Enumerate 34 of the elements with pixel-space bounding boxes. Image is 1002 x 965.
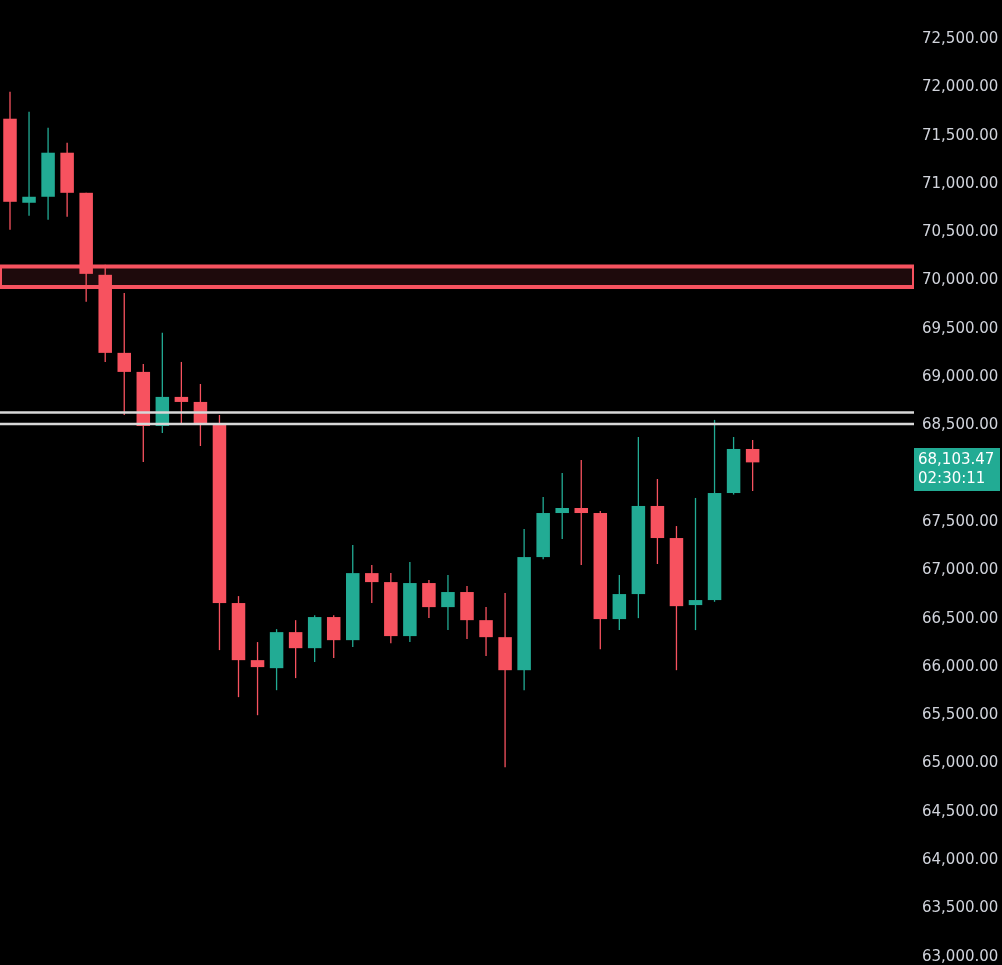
y-tick-label: 69,500.00 xyxy=(922,318,999,337)
y-tick-label: 67,000.00 xyxy=(922,560,999,579)
y-tick-label: 72,500.00 xyxy=(922,29,999,47)
y-tick-label: 68,500.00 xyxy=(922,415,999,434)
y-tick-label: 66,500.00 xyxy=(922,608,999,627)
candlestick xyxy=(326,614,341,659)
candlestick xyxy=(745,439,760,492)
y-tick-label: 64,000.00 xyxy=(922,850,999,869)
y-tick-label: 64,500.00 xyxy=(922,801,999,820)
y-tick-label: 66,000.00 xyxy=(922,656,999,675)
y-tick-label: 72,000.00 xyxy=(922,77,999,96)
candlestick xyxy=(250,641,265,716)
y-tick-label: 67,500.00 xyxy=(922,511,999,530)
candlestick xyxy=(174,361,189,426)
candlestick xyxy=(688,497,703,631)
candlestick xyxy=(574,459,588,566)
text: 02:30:11 xyxy=(918,469,987,489)
candlestick xyxy=(22,111,36,217)
y-tick-label: 71,000.00 xyxy=(922,173,999,192)
y-tick-label: 70,500.00 xyxy=(922,222,999,241)
text: 68,103.47 xyxy=(918,450,996,470)
candlestick xyxy=(441,574,455,631)
y-tick-label: 69,000.00 xyxy=(922,367,999,386)
candlestick xyxy=(365,564,379,604)
y-tick-label: 71,500.00 xyxy=(922,125,999,144)
candlestick xyxy=(479,606,493,657)
candlestick xyxy=(288,619,303,679)
y-tick-label: 63,500.00 xyxy=(922,898,999,917)
y-tick-label: 65,500.00 xyxy=(922,705,999,724)
candlestick xyxy=(117,292,131,416)
y-tick-label: 65,000.00 xyxy=(922,753,999,772)
y-tick-label: 63,000.00 xyxy=(922,946,999,965)
y-tick-label: 70,000.00 xyxy=(922,270,999,289)
candlestick xyxy=(555,472,569,540)
